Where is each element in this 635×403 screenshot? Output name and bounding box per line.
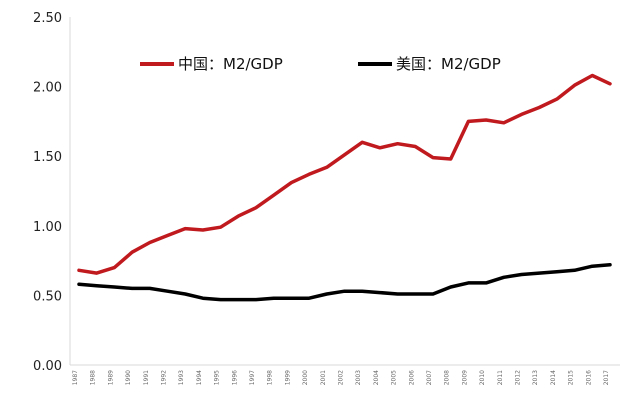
x-tick-label: 1996 bbox=[231, 370, 238, 385]
x-tick-label: 2003 bbox=[355, 370, 362, 385]
series-line bbox=[77, 73, 612, 275]
x-tick-label: 2013 bbox=[532, 370, 539, 385]
y-tick-label: 1.50 bbox=[33, 150, 62, 165]
x-tick-label: 2006 bbox=[408, 370, 415, 385]
x-tick-label: 2005 bbox=[391, 370, 398, 385]
x-tick-label: 1991 bbox=[143, 370, 150, 385]
x-tick-label: 2000 bbox=[302, 370, 309, 385]
x-tick-label: 1997 bbox=[249, 370, 256, 385]
x-tick-label: 1990 bbox=[125, 370, 132, 385]
y-tick-label: 0.50 bbox=[33, 289, 62, 304]
x-tick-label: 2017 bbox=[603, 370, 610, 385]
x-tick-label: 1995 bbox=[214, 370, 221, 385]
y-tick-label: 2.50 bbox=[33, 11, 62, 26]
legend-item: 美国：M2/GDP bbox=[358, 55, 501, 73]
x-tick-label: 2004 bbox=[373, 370, 380, 385]
x-tick-label: 2012 bbox=[515, 370, 522, 385]
y-tick-label: 1.00 bbox=[33, 220, 62, 235]
series-line bbox=[77, 263, 612, 302]
series-1 bbox=[77, 263, 612, 302]
legend-label: 中国：M2/GDP bbox=[178, 55, 283, 73]
x-tick-label: 2015 bbox=[568, 370, 575, 385]
y-tick-label: 2.00 bbox=[33, 81, 62, 96]
x-tick-label: 1998 bbox=[267, 370, 274, 385]
legend: 中国：M2/GDP 美国：M2/GDP bbox=[140, 55, 501, 73]
x-tick-label: 2010 bbox=[479, 370, 486, 385]
x-tick-label: 2001 bbox=[320, 370, 327, 385]
x-tick-label: 1989 bbox=[107, 370, 114, 385]
x-tick-label: 2002 bbox=[338, 370, 345, 385]
series-layer bbox=[77, 73, 612, 302]
x-tick-label: 1994 bbox=[196, 370, 203, 385]
x-tick-label: 1992 bbox=[161, 370, 168, 385]
x-tick-label: 2016 bbox=[585, 370, 592, 385]
y-axis: 0.00 0.50 1.00 1.50 2.00 2.50 bbox=[33, 11, 71, 374]
x-tick-label: 1993 bbox=[178, 370, 185, 385]
x-tick-label: 1988 bbox=[90, 370, 97, 385]
x-tick-label: 2008 bbox=[444, 370, 451, 385]
legend-item: 中国：M2/GDP bbox=[140, 55, 283, 73]
x-tick-label: 2011 bbox=[497, 370, 504, 385]
x-axis: 1987 1988 1989 1990 1991 1992 1993 1994 1995 1996… bbox=[70, 364, 620, 385]
x-tick-label: 1987 bbox=[72, 370, 79, 385]
x-tick-label: 2007 bbox=[426, 370, 433, 385]
x-tick-label: 2014 bbox=[550, 370, 557, 385]
y-tick-label: 0.00 bbox=[33, 359, 62, 374]
series-0 bbox=[77, 73, 612, 275]
x-tick-label: 2009 bbox=[461, 370, 468, 385]
x-tick-label: 1999 bbox=[284, 370, 291, 385]
legend-label: 美国：M2/GDP bbox=[396, 55, 501, 73]
